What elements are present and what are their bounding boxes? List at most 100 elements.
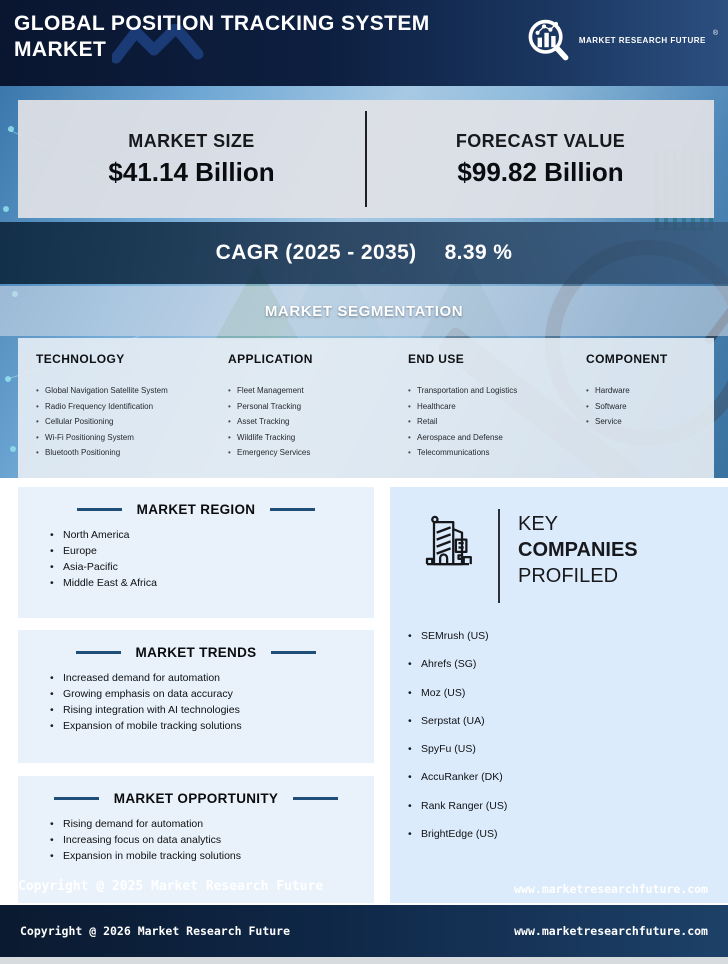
market-size-block: MARKET SIZE $41.14 Billion	[18, 100, 365, 218]
list-item: Hardware	[586, 383, 716, 399]
brand-logo: MARKET RESEARCH FUTURE ®	[524, 16, 718, 64]
magnifier-chart-logo-icon	[528, 19, 569, 61]
header: GLOBAL POSITION TRACKING SYSTEM MARKET M…	[0, 0, 728, 86]
segmentation-column-component: COMPONENT HardwareSoftwareService	[586, 352, 716, 478]
list-item: North America	[50, 527, 374, 543]
page-title-line1: GLOBAL POSITION TRACKING SYSTEM	[14, 12, 430, 35]
forecast-value-label: FORECAST VALUE	[455, 130, 626, 151]
list-item: Expansion of mobile tracking solutions	[50, 718, 374, 734]
list-item: Service	[586, 414, 716, 430]
list-item: Wildlife Tracking	[228, 430, 408, 446]
list-item: Asset Tracking	[228, 414, 408, 430]
key-companies-list: SEMrush (US) Ahrefs (SG) Moz (US) Serpstat …	[408, 630, 728, 840]
dash-decoration	[270, 508, 316, 511]
market-opportunity-list: Rising demand for automationIncreasing f…	[50, 816, 374, 864]
key-companies-title-line3: PROFILED	[518, 565, 619, 587]
footer-website-link[interactable]: www.marketresearchfuture.com	[514, 924, 708, 938]
dash-decoration	[271, 651, 317, 654]
list-item: Moz (US)	[408, 687, 728, 699]
key-companies-panel: KEY COMPANIES PROFILED SEMrush (US) Ahref…	[390, 487, 728, 903]
page-title: GLOBAL POSITION TRACKING SYSTEM MARKET	[14, 11, 430, 63]
segmentation-column-end-use: END USE Transportation and LogisticsHeal…	[408, 352, 586, 478]
dash-decoration	[293, 797, 339, 800]
list-item: Fleet Management	[228, 383, 408, 399]
vertical-divider	[498, 509, 500, 603]
market-opportunity-box: MARKET OPPORTUNITY Rising demand for aut…	[18, 776, 374, 903]
building-icon	[425, 515, 472, 566]
brand-logo-text: MARKET RESEARCH FUTURE	[578, 35, 706, 45]
market-opportunity-title: MARKET OPPORTUNITY	[113, 791, 279, 806]
segmentation-title-band: MARKET SEGMENTATION	[0, 286, 728, 336]
market-region-list: North AmericaEuropeAsia-PacificMiddle Ea…	[50, 527, 374, 591]
list-item: Rank Ranger (US)	[408, 800, 728, 812]
market-size-value: $41.14 Billion	[108, 156, 275, 187]
cagr-band: CAGR (2025 - 2035) 8.39 %	[0, 222, 728, 284]
list-item: Growing emphasis on data accuracy	[50, 686, 374, 702]
forecast-value: $99.82 Billion	[457, 156, 624, 187]
m-swoosh-decoration	[112, 24, 204, 64]
list-item: Increased demand for automation	[50, 670, 374, 686]
list-item: Radio Frequency Identification	[36, 399, 228, 415]
market-opportunity-header: MARKET OPPORTUNITY	[18, 776, 374, 806]
segmentation-column-title: APPLICATION	[228, 352, 313, 366]
list-item: Expansion in mobile tracking solutions	[50, 848, 374, 864]
registered-mark: ®	[712, 29, 718, 37]
footer-copyright: Copyright @ 2026 Market Research Future	[20, 924, 291, 938]
market-region-header: MARKET REGION	[18, 487, 374, 517]
network-dot-decoration	[10, 446, 16, 452]
cagr-label: CAGR (2025 - 2035)	[215, 241, 417, 264]
list-item: Middle East & Africa	[50, 575, 374, 591]
list-item: Global Navigation Satellite System	[36, 383, 228, 399]
list-item: Transportation and Logistics	[408, 383, 586, 399]
list-item: Telecommunications	[408, 445, 586, 461]
list-item: Increasing focus on data analytics	[50, 832, 374, 848]
list-item: SEMrush (US)	[408, 630, 728, 642]
key-companies-title-line1: KEY	[518, 513, 559, 535]
market-trends-header: MARKET TRENDS	[18, 630, 374, 660]
list-item: Healthcare	[408, 399, 586, 415]
list-item: Aerospace and Defense	[408, 430, 586, 446]
list-item: Cellular Positioning	[36, 414, 228, 430]
segmentation-panel: TECHNOLOGY Global Navigation Satellite S…	[18, 338, 714, 478]
list-item: Asia-Pacific	[50, 559, 374, 575]
network-dot-decoration	[3, 206, 9, 212]
segmentation-list: HardwareSoftwareService	[586, 383, 716, 430]
market-region-box: MARKET REGION North AmericaEuropeAsia-Pa…	[18, 487, 374, 618]
market-trends-list: Increased demand for automationGrowing e…	[50, 670, 374, 734]
list-item: Ahrefs (SG)	[408, 658, 728, 670]
forecast-value-block: FORECAST VALUE $99.82 Billion	[367, 100, 714, 218]
cagr-value: 8.39 %	[444, 241, 513, 264]
key-companies-title: KEY COMPANIES PROFILED	[518, 509, 638, 589]
segmentation-list: Global Navigation Satellite SystemRadio …	[36, 383, 228, 461]
market-trends-title: MARKET TRENDS	[135, 645, 257, 660]
list-item: Rising integration with AI technologies	[50, 702, 374, 718]
segmentation-list: Transportation and LogisticsHealthcareRe…	[408, 383, 586, 461]
list-item: Personal Tracking	[228, 399, 408, 415]
list-item: Europe	[50, 543, 374, 559]
segmentation-column-title: TECHNOLOGY	[36, 352, 125, 366]
dash-decoration	[75, 651, 121, 654]
list-item: Serpstat (UA)	[408, 715, 728, 727]
lower-section: MARKET REGION North AmericaEuropeAsia-Pa…	[0, 478, 728, 905]
list-item: Software	[586, 399, 716, 415]
segmentation-column-title: COMPONENT	[586, 352, 668, 366]
list-item: Wi-Fi Positioning System	[36, 430, 228, 446]
watermark-website: www.marketresearchfuture.com	[514, 882, 708, 896]
segmentation-column-application: APPLICATION Fleet ManagementPersonal Tra…	[228, 352, 408, 478]
list-item: Retail	[408, 414, 586, 430]
segmentation-column-title: END USE	[408, 352, 465, 366]
segmentation-title: MARKET SEGMENTATION	[264, 302, 464, 320]
segmentation-column-technology: TECHNOLOGY Global Navigation Satellite S…	[36, 352, 228, 478]
bottom-strip-decoration	[0, 957, 728, 964]
network-dot-decoration	[8, 126, 14, 132]
segmentation-list: Fleet ManagementPersonal TrackingAsset T…	[228, 383, 408, 461]
list-item: AccuRanker (DK)	[408, 771, 728, 783]
footer: Copyright @ 2026 Market Research Future …	[0, 905, 728, 957]
list-item: SpyFu (US)	[408, 743, 728, 755]
page-title-line2: MARKET	[14, 38, 107, 61]
market-region-title: MARKET REGION	[136, 502, 256, 517]
watermark-copyright: Copyright @ 2025 Market Research Future	[18, 879, 324, 894]
list-item: Emergency Services	[228, 445, 408, 461]
stats-panel: MARKET SIZE $41.14 Billion FORECAST VALU…	[18, 100, 714, 218]
list-item: Bluetooth Positioning	[36, 445, 228, 461]
